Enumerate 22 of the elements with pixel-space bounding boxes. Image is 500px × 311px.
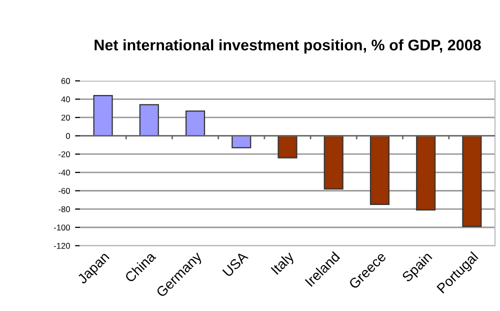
bar: [324, 135, 344, 190]
y-tick-label: -60: [58, 188, 70, 194]
y-tick-label: -120: [54, 242, 70, 249]
y-tick-label: 0: [66, 133, 70, 139]
y-tick-label: -80: [58, 206, 70, 212]
bar: [370, 135, 390, 206]
y-tick-label: 40: [61, 96, 70, 102]
y-tick-label: -40: [58, 170, 70, 176]
bar: [232, 135, 252, 148]
y-tick-label: -100: [54, 224, 70, 230]
bar: [462, 135, 482, 228]
x-tick-label: Italy: [270, 250, 297, 277]
y-tick-label: 60: [61, 78, 70, 84]
bar: [416, 135, 436, 211]
x-tick-label: USA: [222, 250, 249, 278]
bar: [139, 104, 159, 136]
y-tick-label: 20: [61, 114, 70, 121]
bar: [186, 110, 206, 136]
bar: [93, 94, 113, 136]
bar: [278, 135, 298, 158]
chart-title: Net international investment position, % of GDP, 2008: [94, 39, 481, 54]
y-tick-label: -20: [58, 151, 70, 158]
